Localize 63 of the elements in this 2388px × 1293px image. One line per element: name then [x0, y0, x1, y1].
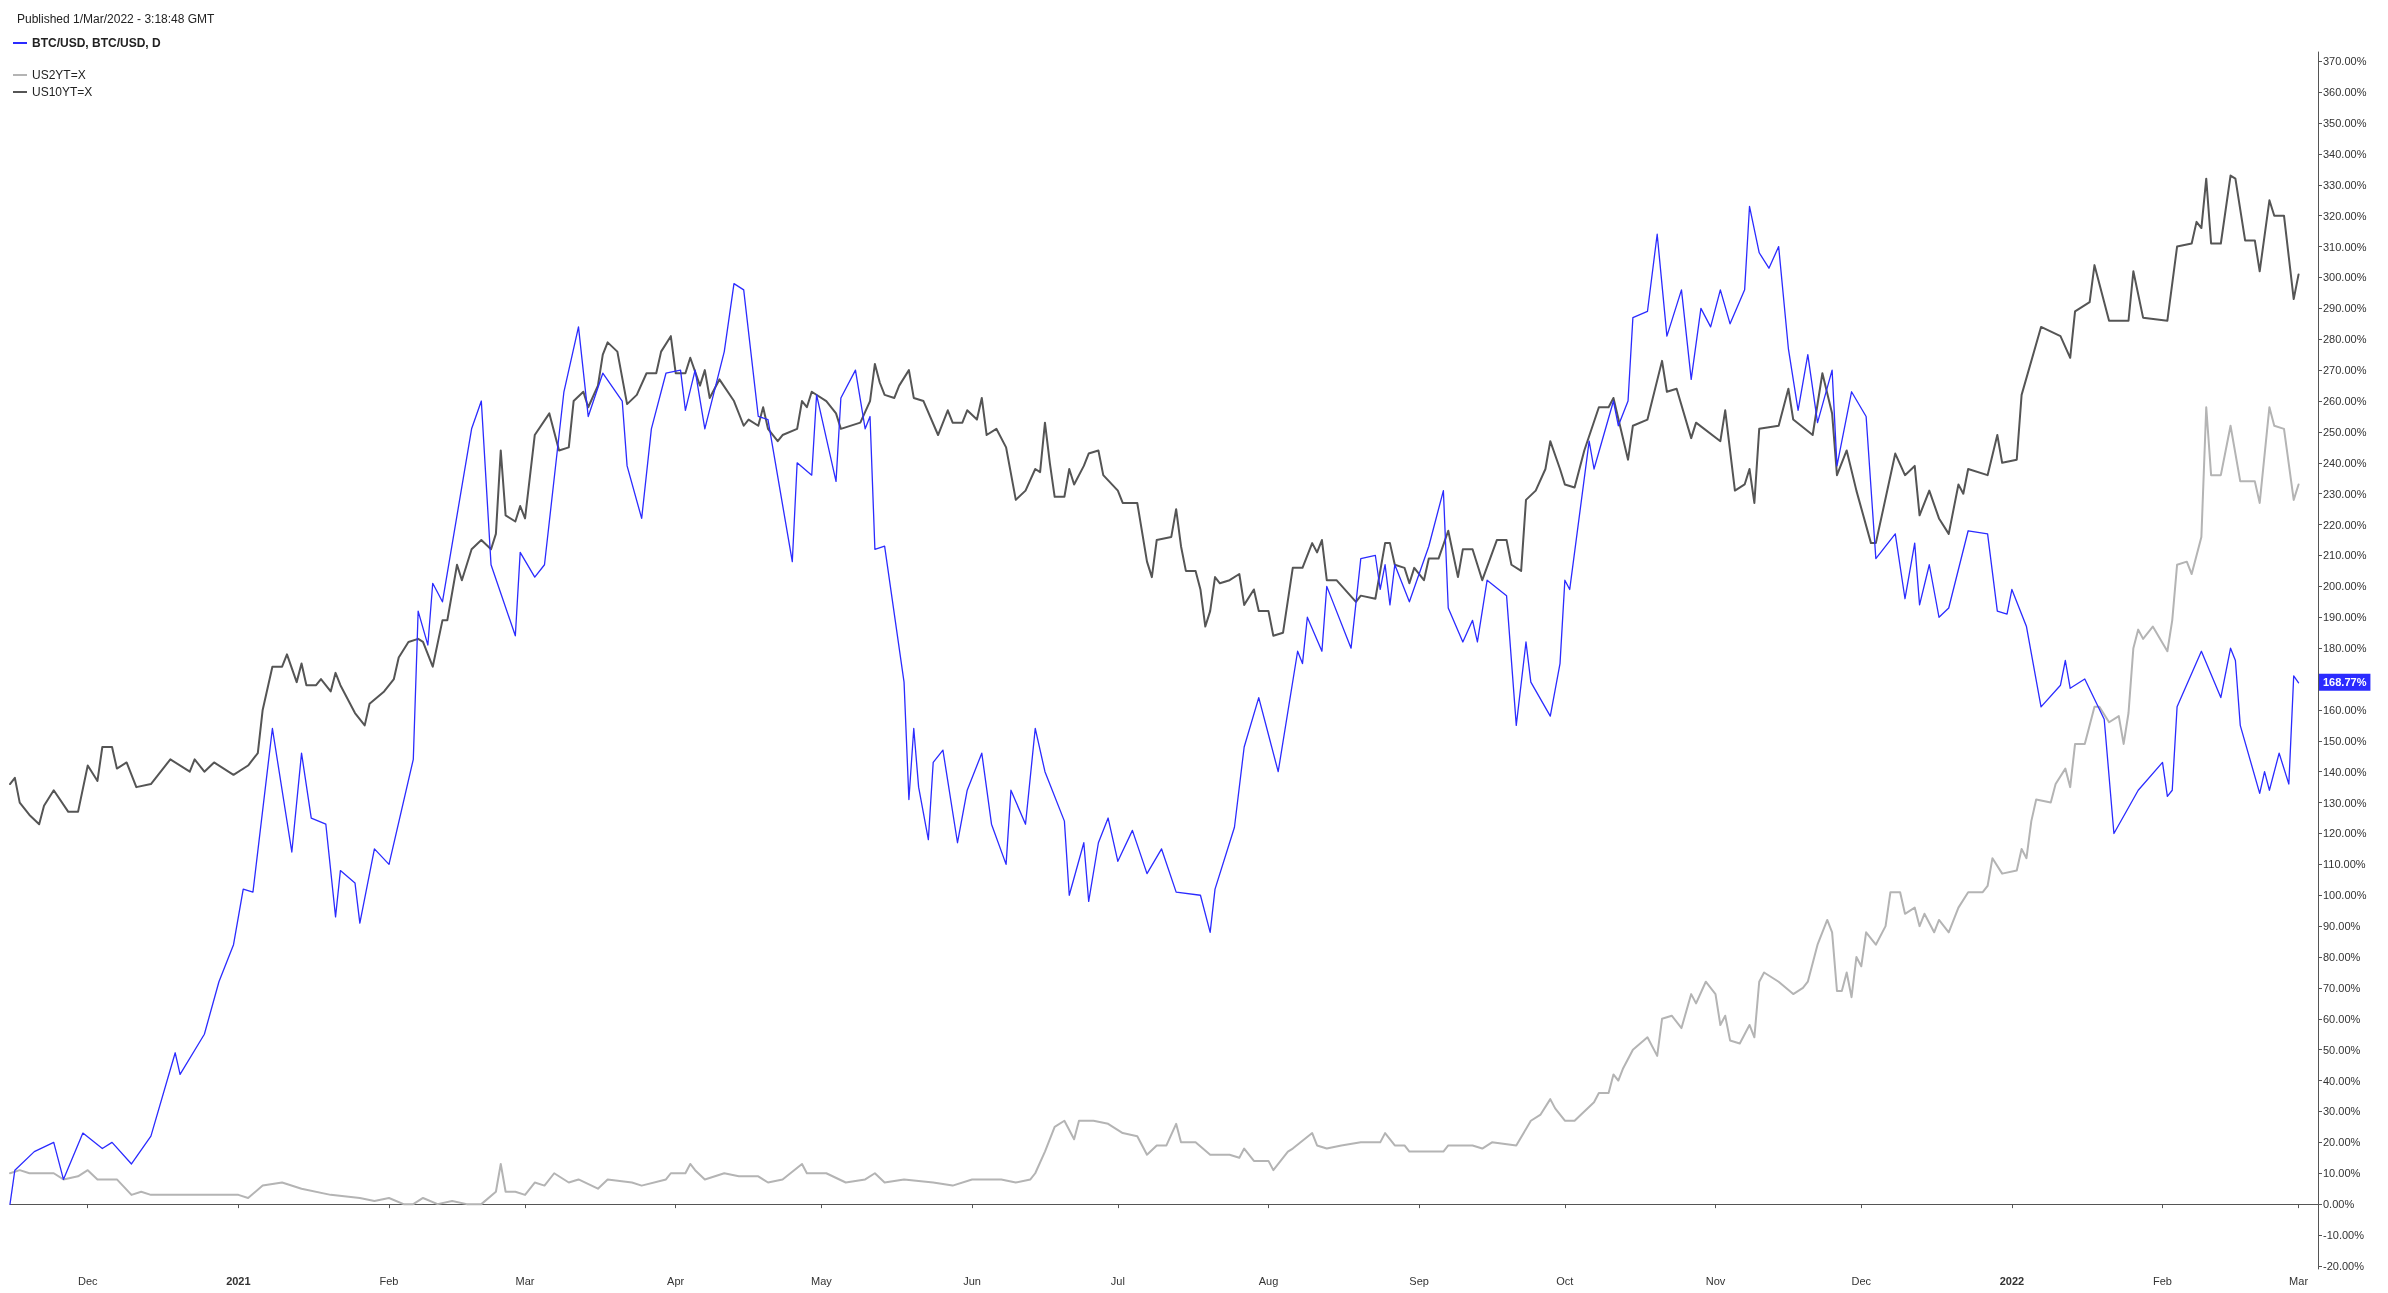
chart-title: Published 1/Mar/2022 - 3:18:48 GMT [17, 12, 216, 26]
y-tick-label: 190.00% [2323, 611, 2367, 624]
x-tick-label: Mar [2289, 1274, 2309, 1287]
y-tick-label: 140.00% [2323, 765, 2367, 778]
y-tick-label: 80.00% [2323, 951, 2361, 964]
y-tick-label: 60.00% [2323, 1012, 2361, 1025]
y-tick-label: 370.00% [2323, 55, 2367, 68]
y-tick-label: 110.00% [2323, 858, 2366, 871]
y-tick-label: 320.00% [2323, 209, 2367, 222]
y-tick-label: 100.00% [2323, 889, 2367, 902]
y-tick-label: 220.00% [2323, 518, 2367, 531]
y-tick-label: 270.00% [2323, 364, 2367, 377]
y-tick-label: 250.00% [2323, 425, 2367, 438]
y-tick-label: 200.00% [2323, 580, 2367, 593]
x-tick-label: Dec [77, 1274, 99, 1287]
x-tick-label: Nov [1705, 1274, 1726, 1287]
y-tick-label: 130.00% [2323, 796, 2367, 809]
x-tick-label: Mar [515, 1274, 535, 1287]
y-tick-label: -20.00% [2323, 1259, 2365, 1272]
y-tick-label: 180.00% [2323, 642, 2367, 655]
x-tick-label: Oct [1556, 1274, 1574, 1287]
y-tick-label: 70.00% [2323, 981, 2361, 994]
y-tick-label: 120.00% [2323, 827, 2367, 840]
x-tick-label: Feb [2153, 1274, 2172, 1287]
x-tick-label: 2022 [1999, 1274, 2025, 1287]
x-tick-label: Aug [1258, 1274, 1279, 1287]
y-tick-label: 260.00% [2323, 395, 2367, 408]
y-tick-label: 90.00% [2323, 920, 2361, 933]
x-tick-label: Jun [963, 1274, 981, 1287]
y-tick-label: 340.00% [2323, 147, 2367, 160]
x-tick-label: Feb [379, 1274, 399, 1287]
legend-label: BTC/USD, BTC/USD, D [32, 36, 161, 50]
line-series [9, 406, 2300, 1206]
y-tick-label: 210.00% [2323, 549, 2367, 562]
y-tick-label: 310.00% [2323, 240, 2367, 253]
y-tick-label: 300.00% [2323, 271, 2367, 284]
y-tick-label: 160.00% [2323, 703, 2367, 716]
y-tick-label: 230.00% [2323, 487, 2367, 500]
line-series [9, 205, 2300, 1205]
y-tick-label: -10.00% [2323, 1229, 2365, 1242]
y-tick-label: 0.00% [2323, 1198, 2355, 1211]
x-tick-label: Sep [1409, 1274, 1429, 1287]
y-tick-label: 30.00% [2323, 1105, 2361, 1118]
legend-label: US10YT=X [32, 85, 93, 99]
x-tick-label: Jul [1110, 1274, 1125, 1287]
x-tick-label: 2021 [226, 1274, 251, 1287]
y-tick-label: 20.00% [2323, 1136, 2361, 1149]
y-tick-label: 150.00% [2323, 734, 2367, 747]
annotation: 168.77% [2323, 676, 2367, 689]
y-tick-label: 330.00% [2323, 178, 2367, 191]
y-tick-label: 40.00% [2323, 1074, 2361, 1087]
x-tick-label: Apr [667, 1274, 685, 1287]
x-tick-label: Dec [1851, 1274, 1872, 1287]
y-tick-label: 290.00% [2323, 302, 2367, 315]
line-series [9, 174, 2300, 826]
y-tick-label: 360.00% [2323, 86, 2367, 99]
legend-label: US2YT=X [32, 68, 86, 82]
y-tick-label: 280.00% [2323, 333, 2367, 346]
y-tick-label: 240.00% [2323, 456, 2367, 469]
y-tick-label: 350.00% [2323, 117, 2367, 130]
y-tick-label: 10.00% [2323, 1167, 2361, 1180]
y-tick-label: 50.00% [2323, 1043, 2361, 1056]
x-tick-label: May [811, 1274, 833, 1287]
